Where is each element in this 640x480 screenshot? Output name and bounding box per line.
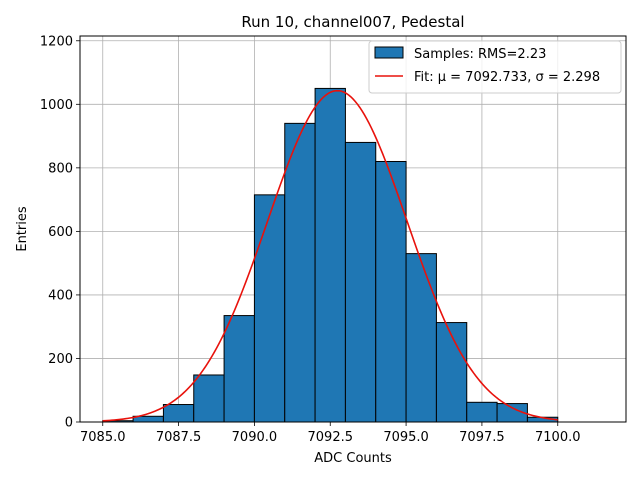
histogram-bar [253,194,286,423]
histogram-bar [223,315,255,423]
plot-frame [79,35,627,423]
histogram-bar [435,322,468,423]
legend-histogram-label: Samples: RMS=2.23 [414,47,546,62]
x-tick-label: 7085.0 [80,430,126,445]
y-axis-ticks: 0 200 400 600 800 1000 1200 [40,34,80,431]
histogram-bar [466,401,498,423]
x-axis-ticks: 7085.0 7087.5 7090.0 7092.5 7095.0 7097.5 7100… [80,422,581,445]
y-tick-label: 1000 [40,98,73,113]
chart-title: Run 10, channel007, Pedestal [241,13,464,31]
fit-curve-layer [102,89,558,422]
legend-histogram-swatch [374,46,404,59]
x-tick-label: 7087.5 [156,430,202,445]
y-axis-label: Entries [15,206,30,252]
histogram-bars [102,87,559,423]
histogram-bar [405,253,437,423]
histogram-bar [314,87,346,423]
y-tick-label: 1200 [40,34,73,49]
histogram-bar [375,160,407,423]
y-tick-label: 0 [65,416,73,431]
x-tick-label: 7090.0 [232,430,278,445]
x-tick-label: 7095.0 [383,430,429,445]
y-tick-label: 600 [48,225,73,240]
legend: Samples: RMS=2.23 Fit: μ = 7092.733, σ =… [368,40,622,94]
histogram-bar [162,404,195,423]
y-tick-label: 200 [48,352,73,367]
legend-fit-label: Fit: μ = 7092.733, σ = 2.298 [414,70,600,85]
y-tick-label: 400 [48,288,73,303]
gaussian-fit-curve [102,89,558,422]
legend-box [368,40,622,94]
x-axis-label: ADC Counts [314,451,392,466]
x-tick-label: 7097.5 [459,430,505,445]
x-tick-label: 7100.0 [535,430,581,445]
x-tick-label: 7092.5 [308,430,354,445]
histogram-bar [193,374,225,423]
y-tick-label: 800 [48,161,73,176]
histogram-bar [344,141,377,423]
histogram-bar [284,122,316,423]
